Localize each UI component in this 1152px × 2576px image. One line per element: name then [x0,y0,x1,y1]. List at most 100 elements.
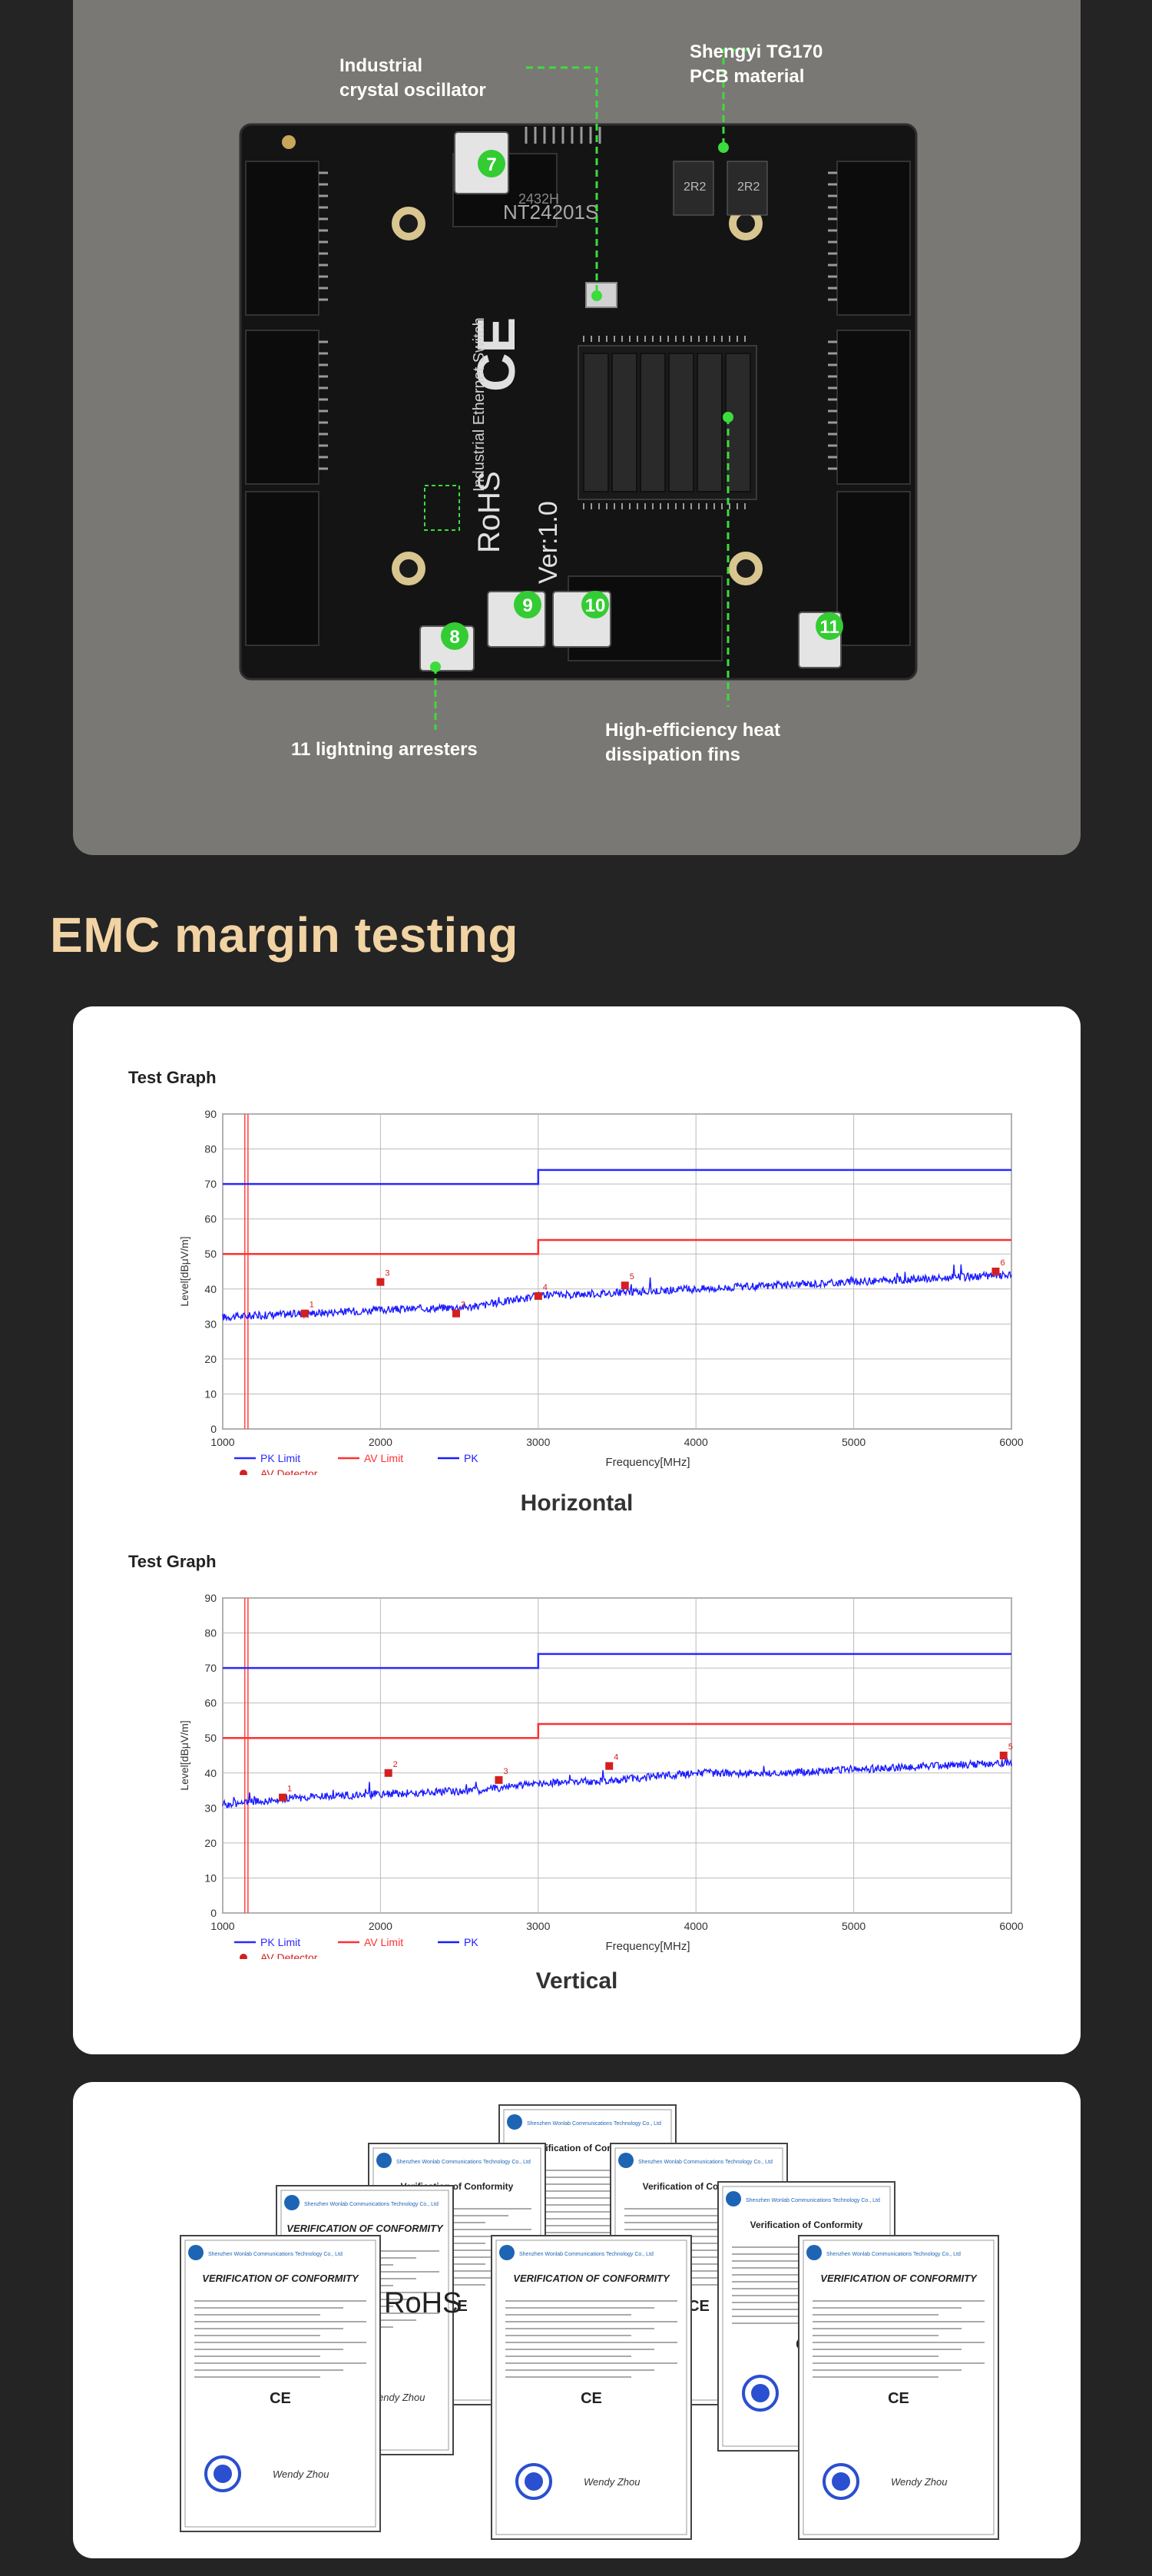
callout-heat-dissipation: High-efficiency heat dissipation fins [605,720,781,765]
av-detector-point [452,1309,460,1318]
x-tick-label: 6000 [999,1920,1023,1932]
y-tick-label: 40 [204,1283,217,1295]
legend-entry: AV Limit [364,1936,403,1948]
x-tick-label: 3000 [526,1920,550,1932]
av-detector-label: 5 [630,1272,634,1281]
y-tick-label: 80 [204,1143,217,1155]
legend-entry: AV Detector [260,1467,318,1475]
x-tick-label: 2000 [369,1920,392,1932]
company-logo [376,2153,392,2168]
chip-pins [319,127,837,470]
certificate-border [495,2239,687,2535]
arrester-number: 9 [522,595,532,616]
legend-swatch [240,1954,247,1959]
av-detector-point [605,1762,614,1770]
y-tick-label: 40 [204,1767,217,1779]
x-tick-label: 1000 [210,1920,234,1932]
company-seal-center [214,2465,232,2483]
series-line-av-limit [223,1238,1011,1255]
y-tick-label: 90 [204,1108,217,1120]
chart-caption-vertical: Vertical [535,1968,618,1994]
av-detector-label: 3 [503,1767,508,1776]
ce-mark: CE [688,2298,710,2315]
av-detector-point [384,1769,392,1777]
legend-entry: PK [464,1452,478,1464]
chart-vertical: Test Graph 0 10 20 30 40 50 60 70 80 90 1000 2000 300… [128,1552,1024,1959]
y-tick-label: 30 [204,1318,217,1330]
section-title: EMC margin testing [50,907,518,963]
certificate-page [180,2235,381,2532]
certificate-company: Shenzhen Wonlab Communications Technolog… [396,2160,531,2165]
x-tick-label: 6000 [999,1436,1023,1448]
company-seal [823,2463,859,2500]
av-detector-label: 1 [287,1785,292,1794]
ce-mark: CE [888,2390,909,2407]
av-detector-label: 4 [543,1283,548,1292]
signature: Wendy Zhou [369,2392,425,2403]
av-detector-point [991,1268,1000,1275]
av-detector-point [621,1281,629,1290]
rohs-marking: RoHS [472,471,506,553]
certificate-border [803,2239,995,2535]
y-tick-label: 50 [204,1732,217,1744]
legend-swatch [240,1470,247,1475]
certificate-document: Shenzhen Wonlab Communications Technolog… [491,2235,692,2540]
rohs-text: RoHS [384,2287,462,2319]
y-tick-label: 0 [210,1907,217,1919]
av-detector-label: 5 [1008,1742,1013,1752]
av-detector-point [376,1278,385,1286]
chart-horizontal: Test Graph 0 10 20 30 40 50 60 70 80 90 1000 2000 300… [128,1068,1024,1475]
av-detector-label: 1 [310,1301,314,1310]
signature: Wendy Zhou [584,2476,640,2488]
arrester-number: 8 [449,627,459,648]
arrester-number: 7 [486,154,496,175]
y-tick-label: 60 [204,1697,217,1709]
x-axis-label: Frequency[MHz] [605,1456,690,1469]
version-marking: Ver:1.0 [534,501,563,584]
ce-mark: CE [581,2390,602,2407]
av-detector-point [495,1775,503,1784]
av-detector-point [999,1752,1008,1759]
y-tick-label: 50 [204,1248,217,1260]
y-tick-label: 60 [204,1213,217,1225]
company-seal-center [525,2472,543,2491]
x-tick-label: 4000 [684,1920,708,1932]
certificate-company: Shenzhen Wonlab Communications Technolog… [527,2121,661,2127]
y-tick-label: 30 [204,1802,217,1814]
certificate-heading: VERIFICATION OF CONFORMITY [820,2273,978,2284]
chart-title: Test Graph [128,1068,217,1087]
series-line-pk [222,1757,1012,1809]
signature: Wendy Zhou [273,2468,329,2480]
pcb-illustration: 2R2 2R2 CE RoHS Ver:1.0 Industrial Ether… [239,48,918,730]
av-detector-label: 3 [385,1269,389,1278]
arrester-number: 10 [585,595,606,616]
signature: Wendy Zhou [891,2476,947,2488]
av-detector-label: 6 [1000,1258,1005,1268]
certificate-company: Shenzhen Wonlab Communications Technolog… [638,2160,773,2165]
inductor-marking: 2R2 [684,181,706,194]
y-tick-label: 90 [204,1592,217,1604]
certificate-heading: VERIFICATION OF CONFORMITY [202,2273,359,2284]
certificate-page [491,2235,692,2540]
company-seal [204,2455,241,2492]
company-logo [507,2114,522,2130]
certificate-company: Shenzhen Wonlab Communications Technolog… [519,2252,654,2257]
av-detector-point [534,1291,542,1300]
callout-crystal-oscillator: Industrial crystal oscillator [339,55,486,101]
series-line-av-limit [223,1722,1011,1739]
y-tick-label: 70 [204,1178,217,1190]
callout-lightning-arresters: 11 lightning arresters [291,739,478,760]
x-axis-label: Frequency[MHz] [605,1940,690,1953]
x-tick-label: 5000 [842,1920,866,1932]
arrester-number: 11 [819,617,839,638]
series-line-pk [222,1264,1012,1322]
y-tick-label: 10 [204,1871,217,1884]
company-seal [742,2375,779,2412]
product-marking: Industrial Ethernet Switch [471,317,488,492]
ce-marking: CE [466,317,526,392]
legend-entry: AV Detector [260,1951,318,1959]
x-tick-label: 4000 [684,1436,708,1448]
pcb-feature-panel: 2R2 2R2 CE RoHS Ver:1.0 Industrial Ether… [73,0,1081,855]
mounting-holes [392,207,763,585]
y-tick-label: 80 [204,1627,217,1639]
